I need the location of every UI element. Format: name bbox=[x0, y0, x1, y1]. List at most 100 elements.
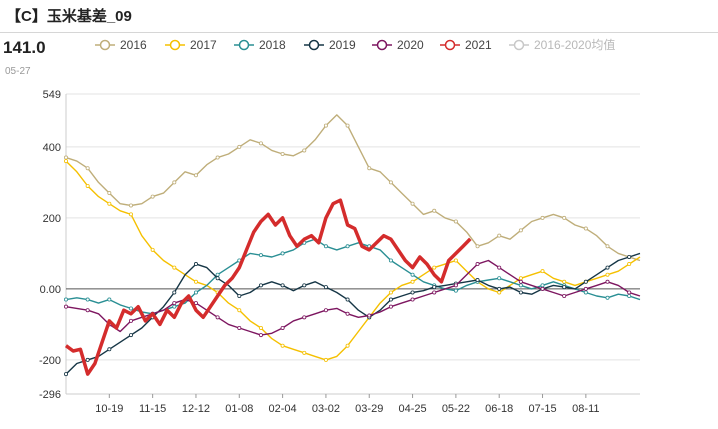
series-point-2019 bbox=[193, 262, 198, 267]
x-tick-label: 03-02 bbox=[312, 403, 340, 415]
series-point-2019 bbox=[562, 285, 567, 290]
y-tick-label: 400 bbox=[43, 142, 61, 154]
series-point-2017 bbox=[280, 343, 285, 348]
series-point-2019 bbox=[323, 285, 328, 290]
series-point-2016 bbox=[85, 166, 90, 171]
legend-swatch-marker bbox=[99, 39, 111, 51]
series-point-2019 bbox=[215, 276, 220, 281]
x-tick-label: 08-11 bbox=[572, 403, 599, 415]
series-point-2016 bbox=[280, 151, 285, 156]
series-point-2016 bbox=[540, 215, 545, 220]
series-point-2020 bbox=[605, 279, 610, 284]
series-point-2019 bbox=[302, 283, 307, 288]
series-point-2019 bbox=[128, 333, 133, 338]
series-point-2020 bbox=[518, 279, 523, 284]
y-tick-label: 0.00 bbox=[40, 284, 61, 296]
x-tick-label: 02-04 bbox=[269, 403, 297, 415]
series-point-2020 bbox=[497, 265, 502, 270]
series-point-2016 bbox=[64, 155, 69, 160]
title-divider bbox=[0, 32, 718, 33]
series-point-2019 bbox=[583, 279, 588, 284]
series-point-2020 bbox=[64, 304, 69, 309]
series-point-2020 bbox=[280, 325, 285, 330]
series-point-2017 bbox=[432, 265, 437, 270]
series-point-2019 bbox=[280, 283, 285, 288]
series-point-2020 bbox=[193, 301, 198, 306]
series-point-2020 bbox=[453, 283, 458, 288]
series-point-2018 bbox=[85, 297, 90, 302]
series-point-2020 bbox=[237, 325, 242, 330]
series-point-2018 bbox=[388, 258, 393, 263]
series-point-2018 bbox=[583, 290, 588, 295]
series-point-2017 bbox=[518, 276, 523, 281]
legend-label: 2018 bbox=[259, 38, 286, 52]
series-point-2020 bbox=[258, 333, 263, 338]
series-point-2020 bbox=[85, 308, 90, 313]
series-point-2017 bbox=[172, 265, 177, 270]
series-point-2018 bbox=[323, 244, 328, 249]
series-point-2020 bbox=[172, 301, 177, 306]
series-line-2017 bbox=[65, 160, 641, 361]
series-point-2019 bbox=[237, 294, 242, 299]
series-point-2018 bbox=[107, 297, 112, 302]
series-point-2016 bbox=[388, 180, 393, 185]
series-point-2016 bbox=[128, 203, 133, 208]
series-point-2020 bbox=[323, 308, 328, 313]
series-point-2020 bbox=[475, 262, 480, 267]
series-point-2018 bbox=[172, 304, 177, 309]
series-point-2017 bbox=[323, 357, 328, 362]
x-tick-label: 05-22 bbox=[442, 403, 470, 415]
series-point-2017 bbox=[410, 279, 415, 284]
series-point-2016 bbox=[562, 215, 567, 220]
series-point-2016 bbox=[150, 194, 155, 199]
series-point-2019 bbox=[345, 297, 350, 302]
series-point-2018 bbox=[258, 253, 263, 258]
x-tick-label: 11-15 bbox=[139, 403, 166, 415]
series-point-2017 bbox=[540, 269, 545, 274]
series-point-2020 bbox=[215, 315, 220, 320]
series-point-2016 bbox=[107, 191, 112, 196]
series-point-2017 bbox=[302, 350, 307, 355]
series-point-2020 bbox=[562, 294, 567, 299]
x-tick-label: 03-29 bbox=[355, 403, 383, 415]
series-point-2018 bbox=[518, 283, 523, 288]
series-point-2017 bbox=[605, 272, 610, 277]
series-point-2020 bbox=[345, 311, 350, 316]
series-point-2019 bbox=[475, 278, 480, 283]
series-point-2020 bbox=[388, 304, 393, 309]
series-point-2019 bbox=[85, 357, 90, 362]
series-point-2017 bbox=[107, 201, 112, 206]
series-point-2017 bbox=[64, 159, 69, 164]
legend-label: 2016-2020均值 bbox=[534, 37, 615, 52]
series-point-2018 bbox=[410, 272, 415, 277]
y-tick-label: 549 bbox=[43, 89, 61, 101]
y-tick-label: -200 bbox=[39, 355, 61, 367]
latest-date: 05-27 bbox=[5, 66, 31, 77]
series-point-2016 bbox=[583, 226, 588, 231]
series-line-2020 bbox=[65, 259, 641, 336]
legend-swatch-marker bbox=[513, 39, 525, 51]
series-point-2017 bbox=[562, 279, 567, 284]
x-tick-label: 04-25 bbox=[398, 403, 426, 415]
series-line-2021 bbox=[64, 198, 472, 376]
legend-swatch-marker bbox=[308, 39, 320, 51]
series-point-2018 bbox=[453, 288, 458, 293]
x-tick-label: 07-15 bbox=[528, 403, 556, 415]
series-point-2019 bbox=[497, 286, 502, 291]
legend-label: 2016 bbox=[120, 38, 147, 52]
series-point-2017 bbox=[193, 279, 198, 284]
series-point-2017 bbox=[345, 343, 350, 348]
series-point-2020 bbox=[583, 286, 588, 291]
legend-swatch-marker bbox=[169, 39, 181, 51]
series-point-2017 bbox=[150, 247, 155, 252]
series-point-2020 bbox=[410, 297, 415, 302]
series-point-2019 bbox=[518, 290, 523, 295]
series-point-2018 bbox=[193, 290, 198, 295]
series-point-2018 bbox=[64, 297, 69, 302]
legend-label: 2021 bbox=[465, 38, 492, 52]
series-point-2019 bbox=[410, 290, 415, 295]
series-point-2020 bbox=[627, 290, 632, 295]
legend-swatch-marker bbox=[376, 39, 388, 51]
legend-label: 2017 bbox=[190, 38, 217, 52]
